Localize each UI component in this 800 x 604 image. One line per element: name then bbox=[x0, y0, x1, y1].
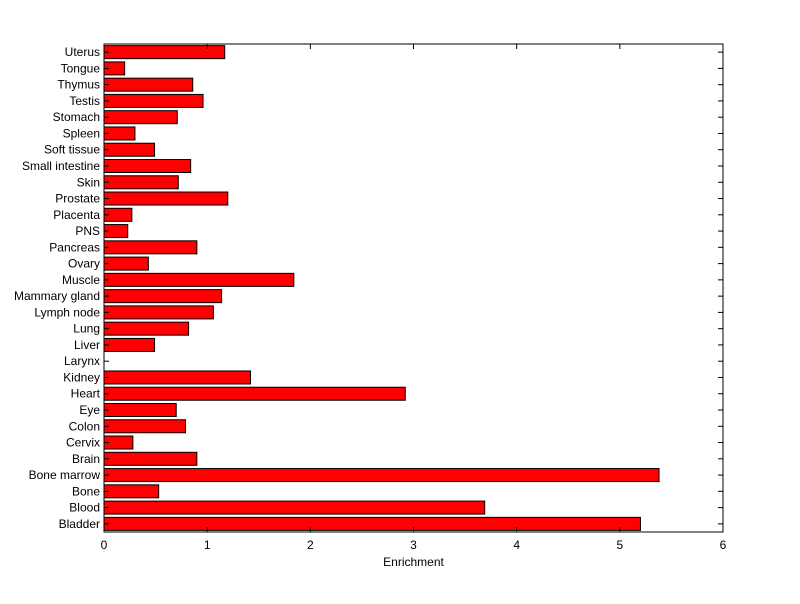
x-tick-label: 1 bbox=[204, 538, 211, 552]
bar-colon bbox=[103, 419, 187, 434]
category-label: Skin bbox=[77, 175, 100, 189]
bars-group bbox=[103, 45, 660, 531]
x-tick-label: 5 bbox=[616, 538, 623, 552]
category-label: Pancreas bbox=[49, 240, 100, 254]
bar-prostate bbox=[103, 191, 229, 206]
category-label: Soft tissue bbox=[44, 143, 100, 157]
bar-mammary-gland bbox=[103, 289, 223, 304]
category-label: Mammary gland bbox=[14, 289, 100, 303]
x-tick-label: 0 bbox=[101, 538, 108, 552]
category-label: Brain bbox=[72, 452, 100, 466]
category-label: Colon bbox=[69, 419, 100, 433]
category-label: Uterus bbox=[65, 45, 100, 59]
category-label: Eye bbox=[79, 403, 100, 417]
x-tick-label: 4 bbox=[513, 538, 520, 552]
bar-kidney bbox=[103, 370, 251, 385]
bar-ovary bbox=[103, 256, 149, 271]
bar-liver bbox=[103, 337, 156, 352]
category-label: Bone marrow bbox=[29, 468, 101, 482]
category-label: PNS bbox=[75, 224, 100, 238]
category-label: Placenta bbox=[53, 208, 100, 222]
bar-brain bbox=[103, 451, 198, 466]
category-label: Bone bbox=[72, 484, 100, 498]
bar-lung bbox=[103, 321, 190, 336]
category-label: Liver bbox=[74, 338, 100, 352]
bar-blood bbox=[103, 500, 486, 515]
category-label: Cervix bbox=[66, 436, 100, 450]
ticks-group bbox=[103, 44, 724, 532]
x-tick-label: 6 bbox=[720, 538, 727, 552]
category-labels-group: Bladder Blood Bone Bone marrow Brain Cervix Co… bbox=[14, 45, 101, 531]
bar-eye bbox=[103, 402, 177, 418]
bar-bone-marrow bbox=[103, 468, 660, 483]
category-label: Thymus bbox=[57, 78, 100, 92]
category-label: Small intestine bbox=[22, 159, 100, 173]
bar-heart bbox=[103, 386, 406, 401]
bar-bone bbox=[103, 484, 160, 499]
x-tick-labels-group: 0 1 2 3 4 5 6 bbox=[101, 538, 727, 552]
category-label: Ovary bbox=[68, 257, 100, 271]
bar-skin bbox=[103, 175, 179, 190]
category-label: Lung bbox=[73, 322, 100, 336]
bar-stomach bbox=[103, 110, 178, 125]
bar-thymus bbox=[103, 77, 194, 92]
category-label: Lymph node bbox=[34, 305, 100, 319]
bar-uterus bbox=[103, 45, 226, 60]
bar-soft-tissue bbox=[103, 142, 156, 157]
category-label: Tongue bbox=[61, 61, 101, 75]
category-label: Heart bbox=[71, 387, 101, 401]
bar-lymph-node bbox=[103, 305, 214, 320]
category-label: Larynx bbox=[64, 354, 100, 368]
category-label: Muscle bbox=[62, 273, 100, 287]
x-tick-label: 3 bbox=[410, 538, 417, 552]
category-label: Stomach bbox=[53, 110, 100, 124]
category-label: Prostate bbox=[55, 192, 100, 206]
bar-muscle bbox=[103, 272, 295, 287]
category-label: Blood bbox=[69, 501, 100, 515]
category-label: Spleen bbox=[63, 126, 100, 140]
bar-bladder bbox=[103, 516, 641, 531]
bar-pancreas bbox=[103, 240, 198, 255]
x-tick-label: 2 bbox=[307, 538, 314, 552]
x-axis-label: Enrichment bbox=[383, 555, 444, 569]
category-label: Kidney bbox=[63, 370, 100, 384]
bar-small-intestine bbox=[103, 158, 192, 174]
category-label: Bladder bbox=[59, 517, 100, 531]
bar-testis bbox=[103, 93, 204, 108]
category-label: Testis bbox=[69, 94, 100, 108]
